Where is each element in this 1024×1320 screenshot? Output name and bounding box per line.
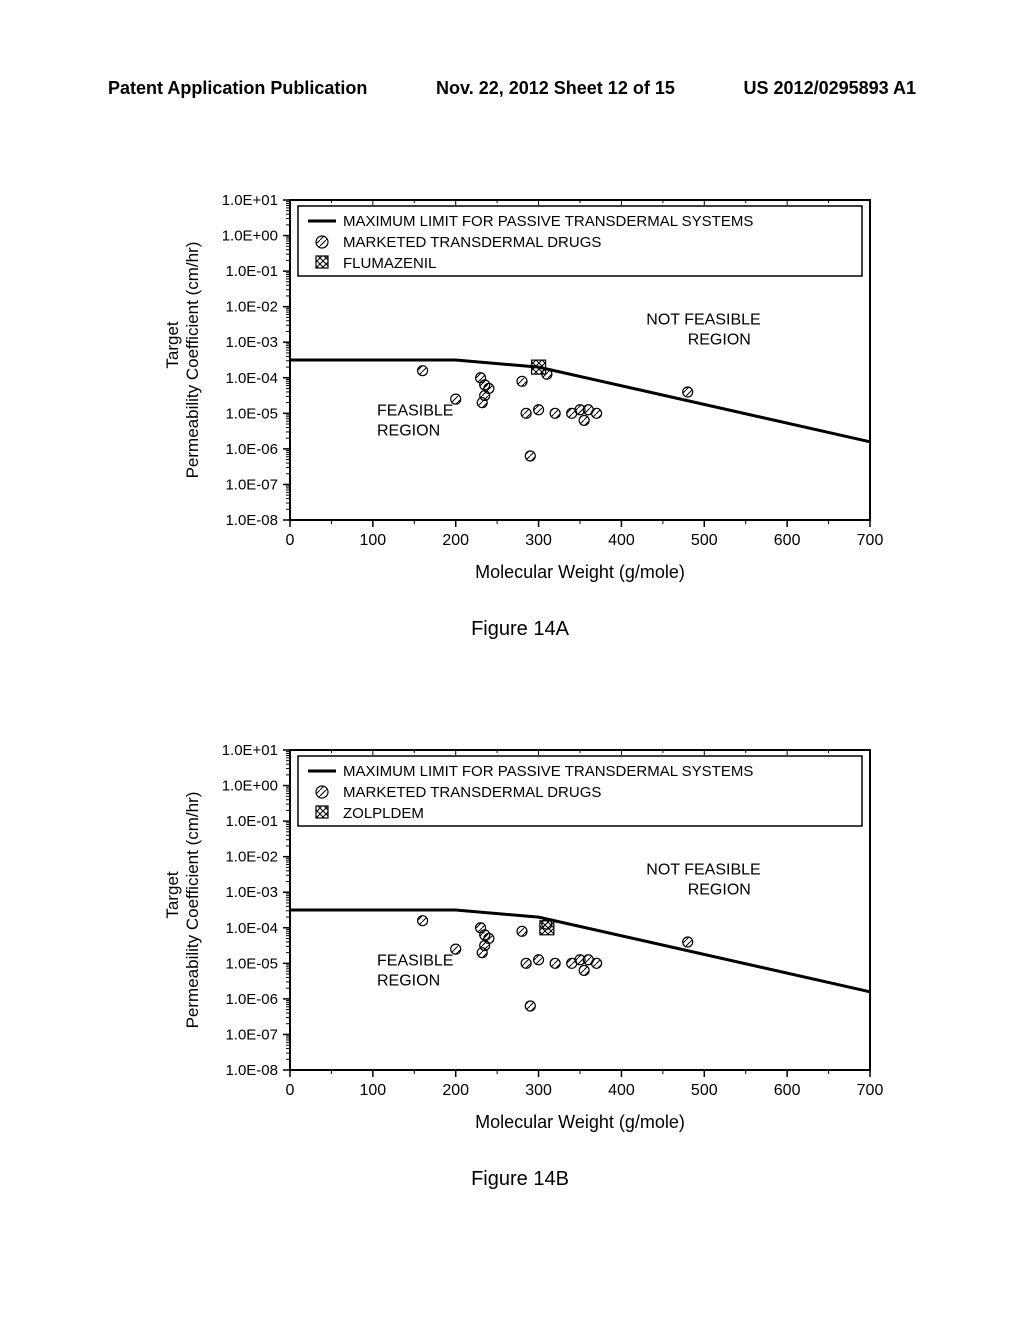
svg-text:REGION: REGION xyxy=(377,972,440,989)
svg-text:REGION: REGION xyxy=(688,881,751,898)
svg-text:Permeability Coefficient (cm/h: Permeability Coefficient (cm/hr) xyxy=(183,242,202,479)
svg-text:Target: Target xyxy=(163,871,182,919)
svg-text:0: 0 xyxy=(286,532,295,549)
svg-text:1.0E+00: 1.0E+00 xyxy=(222,228,278,245)
svg-text:200: 200 xyxy=(442,532,469,549)
svg-text:1.0E-02: 1.0E-02 xyxy=(225,299,278,316)
figure-14b-caption: Figure 14B xyxy=(140,1168,900,1191)
svg-text:100: 100 xyxy=(360,1082,387,1099)
svg-text:500: 500 xyxy=(691,532,718,549)
svg-text:FEASIBLE: FEASIBLE xyxy=(377,402,453,419)
svg-text:1.0E-05: 1.0E-05 xyxy=(225,405,278,422)
svg-text:1.0E+01: 1.0E+01 xyxy=(222,192,278,209)
svg-text:1.0E-08: 1.0E-08 xyxy=(225,1062,278,1079)
svg-text:1.0E-01: 1.0E-01 xyxy=(225,813,278,830)
svg-text:600: 600 xyxy=(774,532,801,549)
svg-text:300: 300 xyxy=(525,532,552,549)
svg-text:FEASIBLE: FEASIBLE xyxy=(377,952,453,969)
header-left: Patent Application Publication xyxy=(108,78,367,99)
svg-text:1.0E-06: 1.0E-06 xyxy=(225,991,278,1008)
svg-text:0: 0 xyxy=(286,1082,295,1099)
svg-text:FLUMAZENIL: FLUMAZENIL xyxy=(343,255,436,272)
svg-text:1.0E-07: 1.0E-07 xyxy=(225,476,278,493)
svg-text:NOT FEASIBLE: NOT FEASIBLE xyxy=(646,311,760,328)
figure-14a-caption: Figure 14A xyxy=(140,618,900,641)
svg-text:1.0E-04: 1.0E-04 xyxy=(225,920,278,937)
publication-header: Patent Application Publication Nov. 22, … xyxy=(0,78,1024,99)
svg-text:1.0E-03: 1.0E-03 xyxy=(225,884,278,901)
svg-text:1.0E-02: 1.0E-02 xyxy=(225,849,278,866)
svg-text:500: 500 xyxy=(691,1082,718,1099)
svg-text:REGION: REGION xyxy=(377,422,440,439)
svg-text:NOT FEASIBLE: NOT FEASIBLE xyxy=(646,861,760,878)
svg-text:MAXIMUM LIMIT FOR PASSIVE TRAN: MAXIMUM LIMIT FOR PASSIVE TRANSDERMAL SY… xyxy=(343,763,753,780)
svg-text:MARKETED TRANSDERMAL DRUGS: MARKETED TRANSDERMAL DRUGS xyxy=(343,784,601,801)
svg-text:MAXIMUM LIMIT FOR PASSIVE TRAN: MAXIMUM LIMIT FOR PASSIVE TRANSDERMAL SY… xyxy=(343,213,753,230)
header-center: Nov. 22, 2012 Sheet 12 of 15 xyxy=(436,78,675,99)
header-right: US 2012/0295893 A1 xyxy=(744,78,916,99)
svg-text:200: 200 xyxy=(442,1082,469,1099)
svg-text:Molecular Weight (g/mole): Molecular Weight (g/mole) xyxy=(475,1112,685,1132)
svg-text:1.0E+00: 1.0E+00 xyxy=(222,778,278,795)
figure-14b: 1.0E-08 1.0E-07 1.0E-06 1.0E-05 1.0E-04 1.0E-… xyxy=(140,730,900,1191)
svg-text:1.0E-07: 1.0E-07 xyxy=(225,1026,278,1043)
svg-text:1.0E-03: 1.0E-03 xyxy=(225,334,278,351)
svg-text:1.0E-01: 1.0E-01 xyxy=(225,263,278,280)
chart-b-svg: 1.0E-08 1.0E-07 1.0E-06 1.0E-05 1.0E-04 1.0E-… xyxy=(140,730,900,1150)
svg-text:700: 700 xyxy=(857,532,884,549)
svg-text:100: 100 xyxy=(360,532,387,549)
svg-text:1.0E-05: 1.0E-05 xyxy=(225,955,278,972)
svg-text:400: 400 xyxy=(608,1082,635,1099)
svg-text:300: 300 xyxy=(525,1082,552,1099)
svg-text:1.0E-04: 1.0E-04 xyxy=(225,370,278,387)
svg-text:1.0E+01: 1.0E+01 xyxy=(222,742,278,759)
svg-text:400: 400 xyxy=(608,532,635,549)
svg-text:1.0E-06: 1.0E-06 xyxy=(225,441,278,458)
svg-text:MARKETED TRANSDERMAL DRUGS: MARKETED TRANSDERMAL DRUGS xyxy=(343,234,601,251)
svg-text:700: 700 xyxy=(857,1082,884,1099)
svg-text:1.0E-08: 1.0E-08 xyxy=(225,512,278,529)
svg-text:ZOLPLDEM: ZOLPLDEM xyxy=(343,805,424,822)
svg-text:Permeability Coefficient (cm/h: Permeability Coefficient (cm/hr) xyxy=(183,792,202,1029)
svg-text:Molecular Weight (g/mole): Molecular Weight (g/mole) xyxy=(475,562,685,582)
svg-text:600: 600 xyxy=(774,1082,801,1099)
svg-text:Target: Target xyxy=(163,321,182,369)
figure-14a: 1.0E-08 1.0E-07 1.0E-06 1.0E-05 1.0E-04 1.0E-… xyxy=(140,180,900,641)
svg-text:REGION: REGION xyxy=(688,331,751,348)
chart-a-svg: 1.0E-08 1.0E-07 1.0E-06 1.0E-05 1.0E-04 1.0E-… xyxy=(140,180,900,600)
